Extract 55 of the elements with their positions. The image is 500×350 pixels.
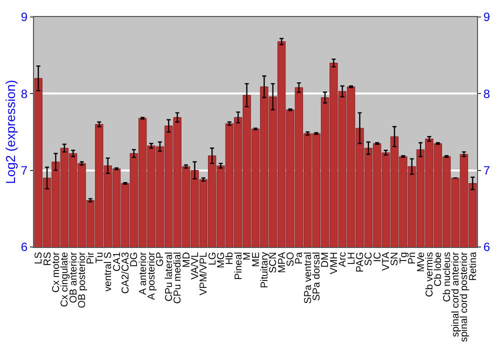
y2-tick-label: 9 <box>483 10 490 24</box>
x-tick-label: MPA <box>276 252 288 273</box>
y2-tick-label: 6 <box>483 240 490 254</box>
y-tick-label: 6 <box>20 240 28 254</box>
x-tick-label: LG <box>207 252 218 266</box>
x-tick-label: A posterior <box>146 251 158 300</box>
y-tick-label: 9 <box>20 10 28 24</box>
x-tick-label: LS <box>34 252 45 264</box>
y-tick-label: 7 <box>20 164 28 178</box>
x-tick-label: DM <box>320 252 332 268</box>
x-tick-label: SCN <box>268 252 280 274</box>
x-tick-label: SN <box>390 252 401 266</box>
x-tick-label: Hb <box>224 252 236 265</box>
x-tick-label: Arc <box>338 252 349 267</box>
x-tick-label: OB posterior <box>77 251 88 308</box>
x-tick-label: Cx motor <box>50 251 62 293</box>
x-tick-label: Pa <box>294 252 306 264</box>
x-tick-label: SC <box>364 252 375 266</box>
x-tick-label: Cb nucleus <box>442 252 453 302</box>
x-tick-label: LH <box>346 252 358 265</box>
x-tick-label: MG <box>216 252 227 268</box>
y-axis-title: Log2 (expression) <box>2 80 18 184</box>
x-tick-label: CA2/CA3 <box>120 252 132 294</box>
x-tick-label: DG <box>129 252 140 267</box>
x-tick-label: ME <box>250 252 262 267</box>
x-tick-label: GP <box>155 252 166 266</box>
x-tick-label: IC <box>372 252 384 262</box>
x-tick-label: Pineal <box>233 252 244 280</box>
x-tick-label: VA/VL <box>190 252 201 280</box>
x-tick-label: CPu medial <box>172 252 184 304</box>
x-tick-label: A anterior <box>138 251 149 295</box>
x-tick-label: M <box>242 252 254 260</box>
x-tick-label: OB anterior <box>68 251 80 304</box>
x-tick-label: Cx cingulate <box>60 252 71 308</box>
x-tick-label: Cb lobe <box>433 252 444 286</box>
x-tick-label: Cb vermis <box>424 252 436 298</box>
x-tick-label: CPu lateral <box>164 252 175 302</box>
x-tick-label: CA1 <box>112 252 123 272</box>
x-tick-label: MVe <box>416 252 427 272</box>
x-tick-label: PAG <box>354 252 366 272</box>
y-tick-label: 8 <box>20 86 28 101</box>
x-tick-label: spinal cord posterior <box>459 251 470 342</box>
x-tick-label: Tu <box>94 252 106 264</box>
x-tick-label: SO <box>286 252 296 266</box>
x-tick-label: Pir <box>86 251 97 264</box>
x-tick-label: Pn <box>407 252 418 264</box>
x-tick-label: Tg <box>398 252 410 264</box>
x-tick-label: Pituitary <box>259 252 270 288</box>
y2-tick-label: 8 <box>483 86 490 101</box>
x-tick-label: VMH <box>328 252 340 274</box>
x-tick-label: RS <box>42 252 54 266</box>
x-tick-label: Retina <box>468 252 479 281</box>
y2-tick-label: 7 <box>483 164 490 178</box>
x-tick-label: ventral S <box>103 252 114 292</box>
x-tick-label: VPM/VPL <box>198 252 210 296</box>
